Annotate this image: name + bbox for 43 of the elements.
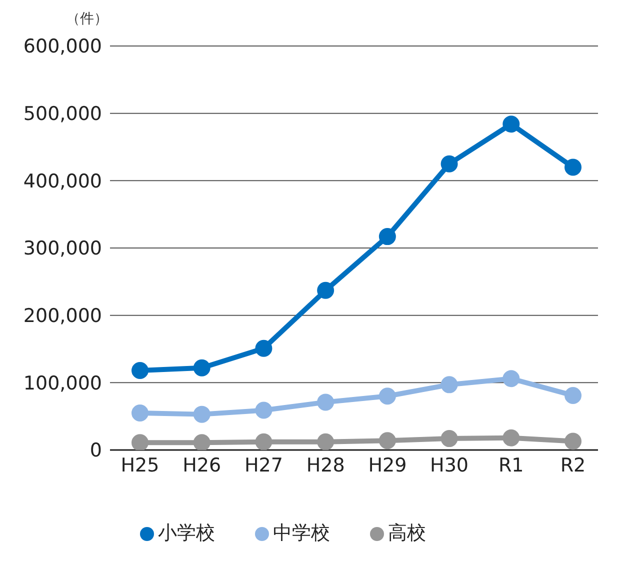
point — [440, 376, 458, 394]
x-tick-label: H26 — [182, 454, 222, 476]
y-tick-label: 500,000 — [23, 103, 102, 126]
point — [317, 433, 334, 450]
point — [132, 434, 148, 450]
point — [132, 404, 148, 422]
point — [193, 359, 210, 376]
point — [193, 406, 210, 423]
x-tick-label: R1 — [498, 454, 524, 476]
x-tick-label: H28 — [306, 454, 345, 476]
point — [193, 434, 210, 450]
point — [502, 116, 520, 133]
point — [255, 340, 272, 357]
legend-label: 中学校 — [273, 522, 330, 544]
point — [502, 429, 520, 446]
point — [255, 433, 272, 450]
x-tick-label: R2 — [560, 454, 586, 476]
x-tick-label: H27 — [244, 454, 283, 476]
y-tick-label: 300,000 — [23, 238, 102, 260]
y-tick-label: 100,000 — [23, 372, 102, 394]
point — [378, 432, 396, 450]
y-tick-label: 0 — [90, 440, 102, 462]
point — [378, 228, 396, 246]
y-tick-label: 600,000 — [23, 36, 102, 58]
point — [317, 394, 334, 411]
x-tick-label: H25 — [120, 454, 160, 476]
x-tick-label: H29 — [368, 454, 407, 476]
point — [317, 282, 334, 299]
y-tick-label: 200,000 — [23, 305, 102, 328]
point — [378, 388, 396, 405]
point — [502, 370, 520, 388]
legend-label: 小学校 — [158, 522, 215, 544]
point — [255, 402, 272, 419]
point — [440, 430, 458, 448]
y-tick-label: 400,000 — [23, 170, 102, 192]
y-axis-title: （件） — [66, 10, 108, 28]
point — [564, 386, 582, 404]
point — [564, 432, 582, 450]
x-tick-label: H30 — [430, 454, 469, 476]
point — [440, 155, 458, 172]
point — [132, 362, 148, 380]
point — [564, 158, 582, 176]
legend-label: 高校 — [388, 522, 426, 544]
